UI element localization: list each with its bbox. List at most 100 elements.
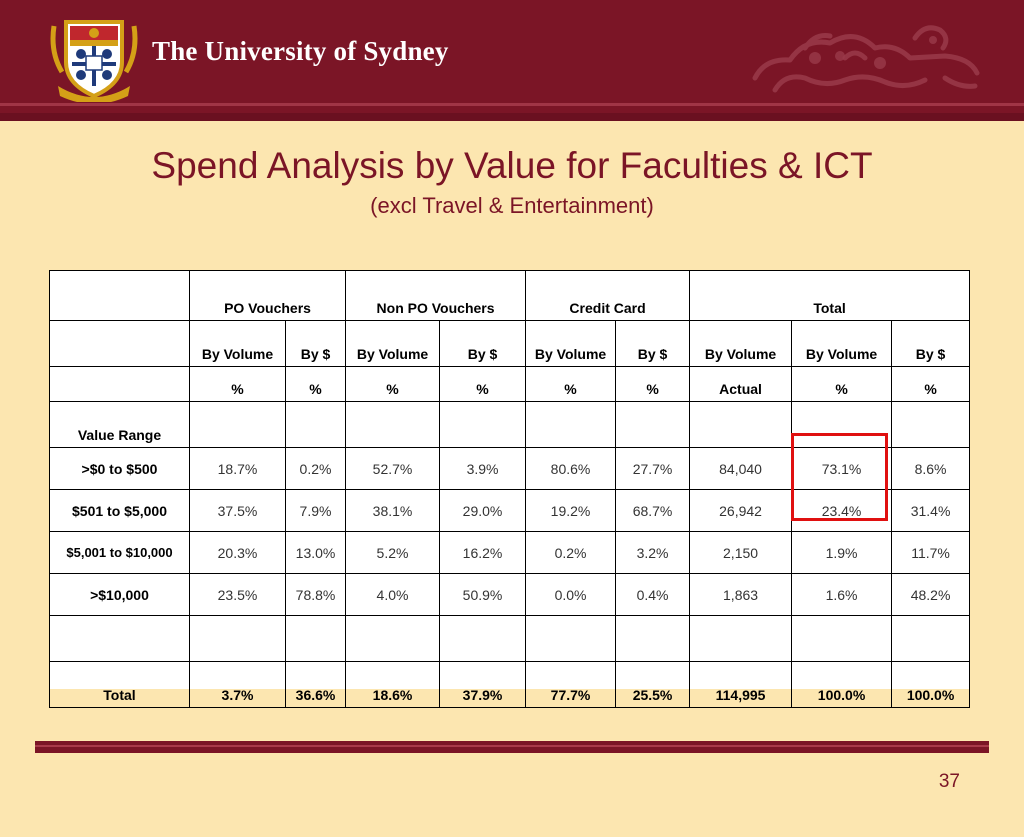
corner-cell bbox=[49, 270, 190, 321]
header-divider bbox=[0, 103, 1024, 106]
total-cell: 37.9% bbox=[439, 661, 527, 708]
table-row: >$0 to $500 18.7% 0.2% 52.7% 3.9% 80.6% … bbox=[49, 447, 971, 490]
university-crest-icon bbox=[50, 20, 138, 102]
unit-header: % bbox=[615, 366, 691, 402]
group-header-total: Total bbox=[689, 270, 971, 321]
table-cell: 16.2% bbox=[439, 531, 527, 574]
column-header: By Volume bbox=[525, 320, 617, 367]
group-header-row: PO Vouchers Non PO Vouchers Credit Card … bbox=[49, 270, 971, 321]
lion-emblem-icon bbox=[752, 25, 980, 93]
empty-cell bbox=[189, 615, 286, 662]
footer-bar bbox=[35, 741, 989, 753]
empty-cell bbox=[525, 615, 617, 662]
unit-header: % bbox=[891, 366, 971, 402]
empty-cell bbox=[49, 615, 190, 662]
table-cell: 80.6% bbox=[525, 447, 617, 490]
empty-cell bbox=[525, 401, 617, 448]
table-cell: 23.4% bbox=[791, 489, 893, 532]
group-header-po-vouchers: PO Vouchers bbox=[188, 270, 347, 321]
group-header-credit-card: Credit Card bbox=[525, 270, 691, 321]
table-cell: 26,942 bbox=[689, 489, 793, 532]
unit-header: % bbox=[439, 366, 527, 402]
slide-subtitle: (excl Travel & Entertainment) bbox=[370, 193, 654, 218]
column-header: By Volume bbox=[345, 320, 441, 367]
table-cell: 68.7% bbox=[615, 489, 691, 532]
empty-cell bbox=[615, 615, 691, 662]
units-row: % % % % % % Actual % % bbox=[49, 366, 971, 402]
table-cell: 11.7% bbox=[891, 531, 971, 574]
table-cell: 3.9% bbox=[439, 447, 527, 490]
total-cell: 100.0% bbox=[791, 661, 893, 708]
table-cell: 2,150 bbox=[689, 531, 793, 574]
table-cell: 78.8% bbox=[284, 573, 347, 616]
empty-cell bbox=[345, 615, 441, 662]
total-cell: 18.6% bbox=[345, 661, 441, 708]
spend-table-container: PO Vouchers Non PO Vouchers Credit Card … bbox=[49, 270, 971, 708]
column-header: By Volume bbox=[689, 320, 793, 367]
column-header: By $ bbox=[615, 320, 691, 367]
empty-cell bbox=[345, 401, 441, 448]
table-cell: 5.2% bbox=[345, 531, 441, 574]
table-cell: 84,040 bbox=[689, 447, 793, 490]
table-cell: 20.3% bbox=[189, 531, 286, 574]
empty-cell bbox=[689, 615, 793, 662]
university-name: The University of Sydney bbox=[152, 36, 449, 66]
table-cell: 0.4% bbox=[615, 573, 691, 616]
unit-header: % bbox=[345, 366, 441, 402]
table-cell: 38.1% bbox=[345, 489, 441, 532]
unit-header: % bbox=[189, 366, 286, 402]
row-label: $501 to $5,000 bbox=[49, 489, 190, 532]
empty-cell bbox=[284, 401, 347, 448]
empty-cell bbox=[791, 615, 893, 662]
slide-header bbox=[0, 0, 1024, 113]
empty-cell bbox=[689, 401, 793, 448]
column-header: By $ bbox=[891, 320, 971, 367]
empty-cell bbox=[49, 366, 190, 402]
table-cell: 48.2% bbox=[891, 573, 971, 616]
unit-header: Actual bbox=[689, 366, 793, 402]
empty-cell bbox=[891, 401, 971, 448]
total-cell: 3.7% bbox=[189, 661, 286, 708]
empty-cell bbox=[49, 320, 190, 367]
total-cell: 36.6% bbox=[284, 661, 347, 708]
empty-cell bbox=[615, 401, 691, 448]
footer-bar-line bbox=[35, 745, 989, 747]
table-cell: 13.0% bbox=[284, 531, 347, 574]
total-row: Total 3.7% 36.6% 18.6% 37.9% 77.7% 25.5%… bbox=[49, 661, 971, 708]
total-cell: 77.7% bbox=[525, 661, 617, 708]
unit-header: % bbox=[791, 366, 893, 402]
table-cell: 50.9% bbox=[439, 573, 527, 616]
column-header: By Volume bbox=[189, 320, 286, 367]
total-label: Total bbox=[49, 661, 190, 708]
table-cell: 4.0% bbox=[345, 573, 441, 616]
table-cell: 29.0% bbox=[439, 489, 527, 532]
table-cell: 8.6% bbox=[891, 447, 971, 490]
table-cell: 37.5% bbox=[189, 489, 286, 532]
unit-header: % bbox=[525, 366, 617, 402]
value-range-label: Value Range bbox=[49, 401, 190, 448]
column-header: By $ bbox=[284, 320, 347, 367]
highlight-box bbox=[791, 433, 888, 521]
unit-header: % bbox=[284, 366, 347, 402]
total-cell: 114,995 bbox=[689, 661, 793, 708]
table-cell: 1.6% bbox=[791, 573, 893, 616]
table-cell: 31.4% bbox=[891, 489, 971, 532]
table-cell: 19.2% bbox=[525, 489, 617, 532]
empty-cell bbox=[439, 401, 527, 448]
table-cell: 1.9% bbox=[791, 531, 893, 574]
row-label: >$10,000 bbox=[49, 573, 190, 616]
table-cell: 18.7% bbox=[189, 447, 286, 490]
table-cell: 1,863 bbox=[689, 573, 793, 616]
empty-cell bbox=[189, 401, 286, 448]
empty-cell bbox=[891, 615, 971, 662]
table-cell: 3.2% bbox=[615, 531, 691, 574]
spacer-row bbox=[49, 615, 971, 662]
table-cell: 0.2% bbox=[525, 531, 617, 574]
table-cell: 23.5% bbox=[189, 573, 286, 616]
table-row: $501 to $5,000 37.5% 7.9% 38.1% 29.0% 19… bbox=[49, 489, 971, 532]
table-row: $5,001 to $10,000 20.3% 13.0% 5.2% 16.2%… bbox=[49, 531, 971, 574]
page-number: 37 bbox=[938, 771, 960, 792]
row-label: >$0 to $500 bbox=[49, 447, 190, 490]
total-cell: 25.5% bbox=[615, 661, 691, 708]
table-row: >$10,000 23.5% 78.8% 4.0% 50.9% 0.0% 0.4… bbox=[49, 573, 971, 616]
